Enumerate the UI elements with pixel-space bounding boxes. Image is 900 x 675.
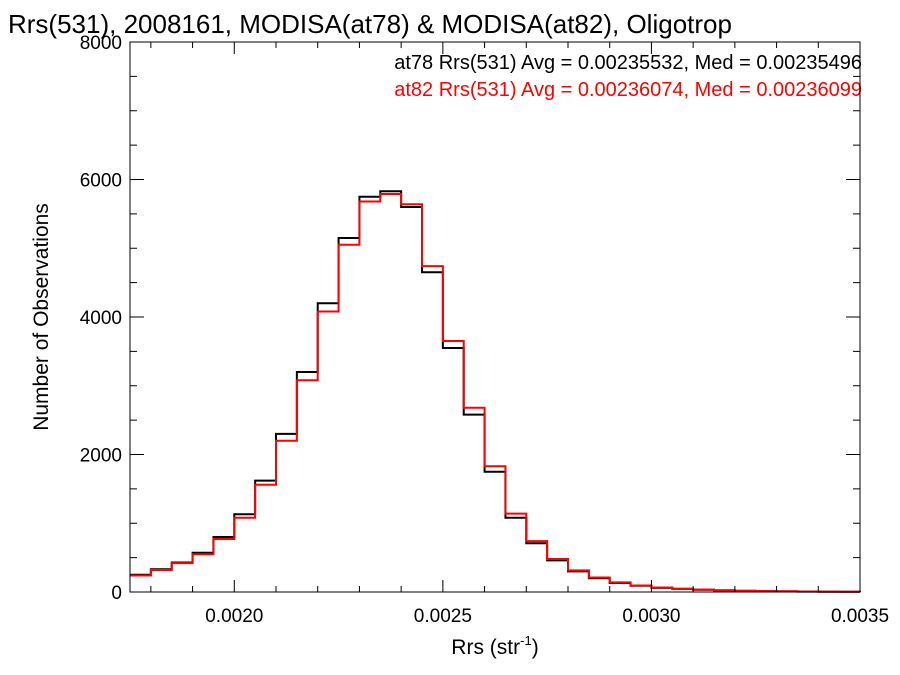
annotation-at82: at82 Rrs(531) Avg = 0.00236074, Med = 0.… <box>394 79 862 101</box>
x-tick-label: 0.0035 <box>831 606 889 627</box>
x-axis-label-close: ) <box>532 636 539 659</box>
series-layer <box>130 190 861 593</box>
x-tick-label: 0.0020 <box>205 606 263 627</box>
x-tick-label: 0.0030 <box>622 606 680 627</box>
series-line-0 <box>130 190 861 593</box>
chart-title: Rrs(531), 2008161, MODISA(at78) & MODISA… <box>8 9 732 39</box>
plot-frame <box>129 41 861 593</box>
y-axis-label: Number of Observations <box>30 203 53 431</box>
y-tick-label: 4000 <box>80 308 122 329</box>
x-axis-label-main: Rrs (str <box>451 636 520 659</box>
y-tick-label: 2000 <box>80 446 122 467</box>
x-axis-label-superscript: -1 <box>520 633 532 648</box>
x-tick-label: 0.0025 <box>414 606 472 627</box>
annotations: at78 Rrs(531) Avg = 0.00235532, Med = 0.… <box>394 52 862 101</box>
x-axis-label: Rrs (str-1) <box>451 633 538 659</box>
y-axis: 0 2000 4000 6000 8000 <box>80 33 860 604</box>
series-line-1 <box>130 192 861 593</box>
x-axis: 0.0020 0.0025 0.0030 0.0035 <box>150 42 889 627</box>
y-tick-label: 8000 <box>80 33 122 54</box>
y-tick-label: 6000 <box>80 171 122 192</box>
y-tick-label: 0 <box>111 583 122 604</box>
annotation-at78: at78 Rrs(531) Avg = 0.00235532, Med = 0.… <box>394 52 862 74</box>
